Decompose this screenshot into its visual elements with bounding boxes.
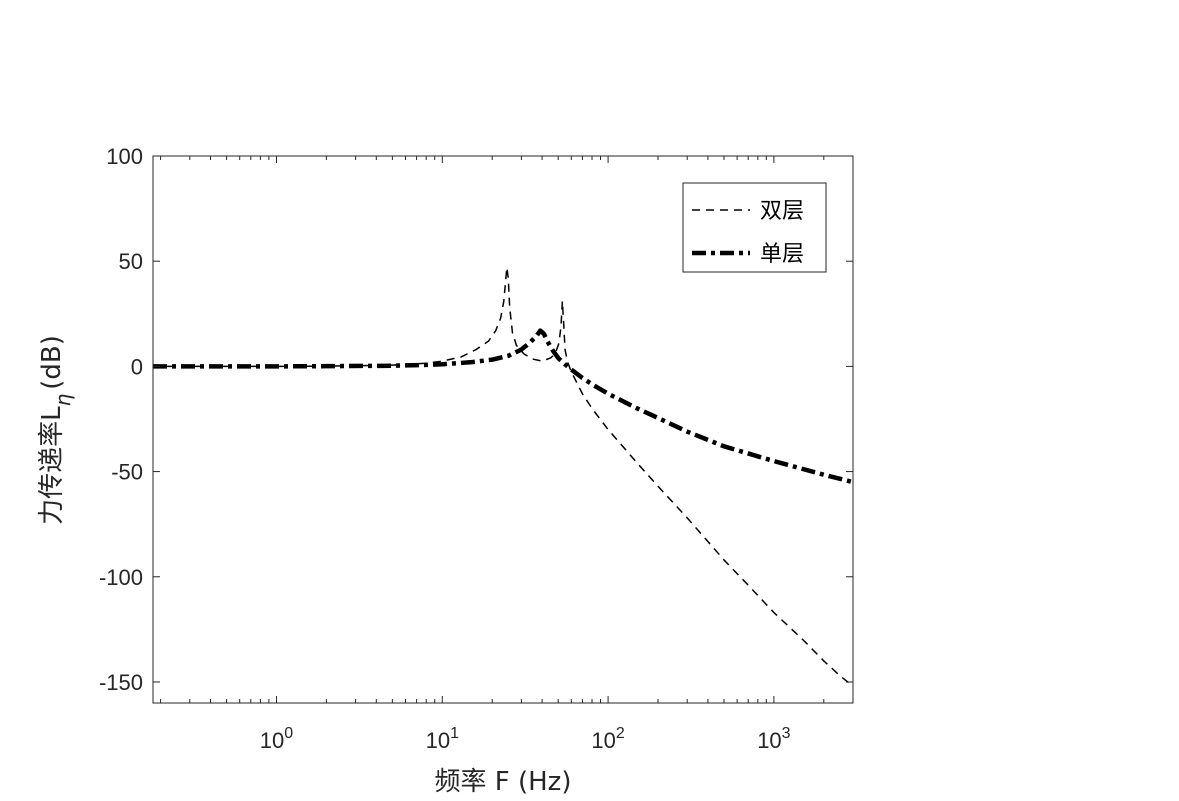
series-line-1 (153, 266, 854, 687)
y-axis-title-subscript: η (51, 393, 75, 406)
x-axis-title: 频率 F (Hz) (435, 767, 572, 797)
legend-box (682, 182, 827, 273)
x-tick-label: 103 (757, 725, 790, 753)
curves-layer (153, 266, 854, 687)
ticks-layer: 100 50 0 -50 -100 -150 100 101 102 103 (99, 144, 854, 753)
y-tick-label: -50 (111, 460, 143, 485)
y-axis-title-main: 力传递率L (37, 406, 67, 525)
x-tick-label: 100 (260, 725, 293, 753)
y-tick-label: -150 (99, 670, 143, 695)
series-line-2 (153, 328, 854, 485)
legend-label-series-1: 双层 (760, 199, 804, 224)
x-tick-label: 101 (426, 725, 459, 753)
legend: 双层 单层 (682, 182, 827, 273)
legend-label-series-2: 单层 (760, 242, 804, 267)
x-tick-label: 102 (591, 725, 624, 753)
y-tick-label: 50 (119, 249, 143, 274)
y-tick-label: 100 (106, 144, 143, 169)
y-axis-title-unit: (dB) (37, 335, 67, 390)
y-tick-label: 0 (131, 354, 143, 379)
plot-frame (152, 155, 854, 704)
y-tick-label: -100 (99, 565, 143, 590)
y-axis-title: 力传递率Lη (dB) (37, 335, 75, 525)
